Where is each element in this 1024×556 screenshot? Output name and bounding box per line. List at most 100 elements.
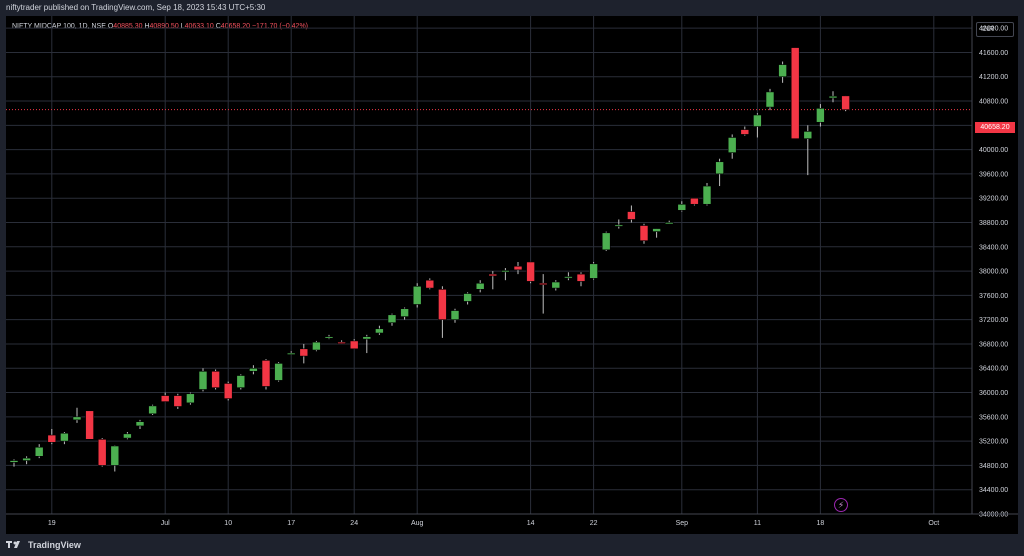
candle-body: [715, 161, 724, 175]
x-tick-label: Aug: [411, 520, 424, 527]
candle-body: [463, 293, 472, 302]
y-tick-label: 36000.00: [979, 390, 1008, 397]
candle-body: [261, 360, 271, 387]
legend-low: 40633.10: [184, 23, 214, 30]
legend-change: −171.70 (−0.42%): [251, 23, 308, 30]
candle-body: [375, 328, 384, 334]
y-tick-label: 34800.00: [979, 463, 1008, 470]
candle-body: [236, 375, 246, 388]
last-price-tag: 40658.20: [975, 122, 1015, 133]
currency-button[interactable]: INR: [976, 22, 1014, 37]
y-tick-label: 35200.00: [979, 439, 1008, 446]
candle-body: [538, 282, 548, 286]
candle-body: [740, 129, 750, 135]
candle-body: [135, 421, 145, 427]
x-tick-label: Sep: [676, 520, 689, 527]
x-tick-label: 24: [350, 520, 358, 527]
candle-body: [173, 395, 183, 407]
candle-body: [639, 225, 649, 242]
candle-body: [690, 197, 699, 205]
y-tick-label: 38800.00: [979, 220, 1008, 227]
x-tick-label: 14: [527, 520, 535, 527]
candle-body: [412, 285, 422, 305]
candle-body: [22, 457, 31, 461]
legend-symbol: NIFTY MIDCAP 100, 1D, NSE: [12, 23, 106, 30]
candle-body: [753, 114, 762, 127]
y-tick-label: 36800.00: [979, 341, 1008, 348]
candle-body: [526, 261, 535, 282]
candle-body: [564, 276, 573, 279]
candle-body: [828, 95, 838, 99]
candle-body: [475, 282, 485, 290]
legend-open-label: O: [107, 23, 114, 30]
y-tick-label: 37200.00: [979, 317, 1008, 324]
candle-body: [362, 336, 372, 340]
legend-high-label: H: [144, 23, 150, 30]
candle-body: [513, 265, 523, 271]
candle-body: [337, 341, 346, 344]
y-tick-label: 36400.00: [979, 366, 1008, 373]
y-tick-label: 40000.00: [979, 147, 1008, 154]
candle-body: [551, 281, 561, 289]
candle-body: [816, 108, 825, 123]
candle-body: [501, 270, 510, 273]
legend-high: 40890.50: [149, 23, 179, 30]
candle-body: [488, 273, 498, 277]
candle-body: [664, 222, 674, 225]
footer: TradingView: [6, 536, 81, 554]
y-tick-label: 34000.00: [979, 512, 1008, 519]
candle-body: [450, 310, 460, 320]
y-tick-label: 37600.00: [979, 293, 1008, 300]
candle-body: [47, 434, 57, 443]
candle-body: [72, 416, 82, 421]
candle-body: [778, 64, 787, 78]
candle-body: [627, 211, 636, 220]
y-tick-label: 35600.00: [979, 414, 1008, 421]
candle-body: [160, 395, 170, 402]
candle-body: [576, 273, 586, 282]
tradingview-logo-icon: [6, 541, 20, 548]
x-tick-label: 18: [817, 520, 825, 527]
candle-body: [702, 185, 712, 205]
candle-body: [186, 393, 195, 404]
candle-body: [614, 224, 624, 227]
candle-body: [211, 370, 220, 388]
candle-body: [727, 137, 737, 153]
candle-body: [274, 363, 283, 381]
lightning-icon[interactable]: ⚡: [834, 498, 848, 512]
legend-close: 40658.20: [220, 23, 250, 30]
x-tick-label: 22: [590, 520, 598, 527]
candle-body: [677, 203, 687, 211]
y-tick-label: 39600.00: [979, 171, 1008, 178]
candle-body: [97, 438, 107, 466]
y-tick-label: 42000.00: [979, 26, 1008, 33]
candle-body: [349, 340, 359, 350]
candle-body: [34, 446, 44, 457]
y-tick-label: 41600.00: [979, 50, 1008, 57]
candle-body: [299, 348, 309, 357]
ohlc-legend: NIFTY MIDCAP 100, 1D, NSE O40885.30 H408…: [12, 23, 308, 30]
candle-body: [425, 279, 435, 289]
candle-body: [589, 263, 598, 279]
candle-body: [803, 131, 813, 139]
x-tick-label: Oct: [928, 520, 939, 527]
candle-body: [312, 341, 321, 351]
y-tick-label: 38400.00: [979, 244, 1008, 251]
candle-body: [223, 383, 233, 399]
y-tick-label: 40800.00: [979, 99, 1008, 106]
candle-body: [790, 47, 800, 139]
legend-close-label: C: [215, 23, 221, 30]
candle-body: [601, 232, 611, 251]
y-tick-label: 39200.00: [979, 196, 1008, 203]
candle-body: [286, 352, 296, 355]
x-tick-label: 17: [287, 520, 295, 527]
candle-body: [148, 405, 157, 415]
candle-body: [400, 308, 409, 317]
candle-body: [85, 410, 94, 440]
y-tick-label: 38000.00: [979, 269, 1008, 276]
candle-body: [110, 445, 120, 466]
y-tick-label: 41200.00: [979, 74, 1008, 81]
candle-body: [438, 288, 447, 320]
candle-body: [123, 433, 132, 439]
